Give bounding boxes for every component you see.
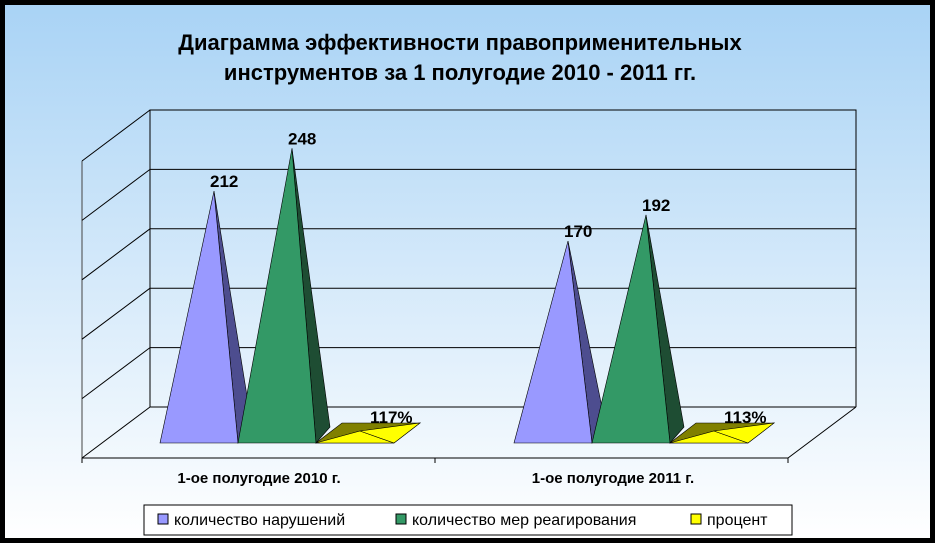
side-gridline xyxy=(81,287,151,340)
legend-label-violations: количество нарушений xyxy=(174,512,345,529)
bar-percent-side xyxy=(713,422,776,444)
floor-edge xyxy=(787,406,857,459)
data-label: 212 xyxy=(210,172,238,191)
data-label: 170 xyxy=(564,222,592,241)
legend-swatch-percent xyxy=(690,513,702,525)
side-gridline xyxy=(81,406,151,459)
category-label: 1-ое полугодие 2011 г. xyxy=(532,470,694,487)
bar-front-face xyxy=(159,191,239,444)
side-gridline xyxy=(81,109,151,162)
chart-background xyxy=(3,3,932,540)
data-label-percent: 113% xyxy=(724,408,767,427)
legend-label-measures: количество мер реагирования xyxy=(412,512,636,529)
legend-swatch-violations xyxy=(157,513,169,525)
chart-title-line1: Диаграмма эффективности правоприменитель… xyxy=(178,30,742,55)
data-label-percent: 117% xyxy=(370,408,413,427)
data-label: 248 xyxy=(288,129,316,148)
data-label: 192 xyxy=(642,196,670,215)
legend-label-percent: процент xyxy=(707,512,768,529)
category-label: 1-ое полугодие 2010 г. xyxy=(177,470,340,487)
plot-area: 212 248 117% 1-ое полугодие 2010 г. 170 192 11… xyxy=(81,109,857,487)
bar-percent-side xyxy=(359,422,422,444)
bar-front-face xyxy=(591,214,671,444)
legend: количество нарушений количество мер реаг… xyxy=(143,504,793,536)
side-gridline xyxy=(81,228,151,281)
side-gridline xyxy=(81,347,151,400)
bar-front-face xyxy=(237,148,317,444)
legend-box xyxy=(143,504,793,536)
legend-swatch-measures xyxy=(395,513,407,525)
bar-front-face xyxy=(513,240,593,444)
chart-title-line2: инструментов за 1 полугодие 2010 - 2011 … xyxy=(224,60,696,85)
side-gridline xyxy=(81,168,151,221)
